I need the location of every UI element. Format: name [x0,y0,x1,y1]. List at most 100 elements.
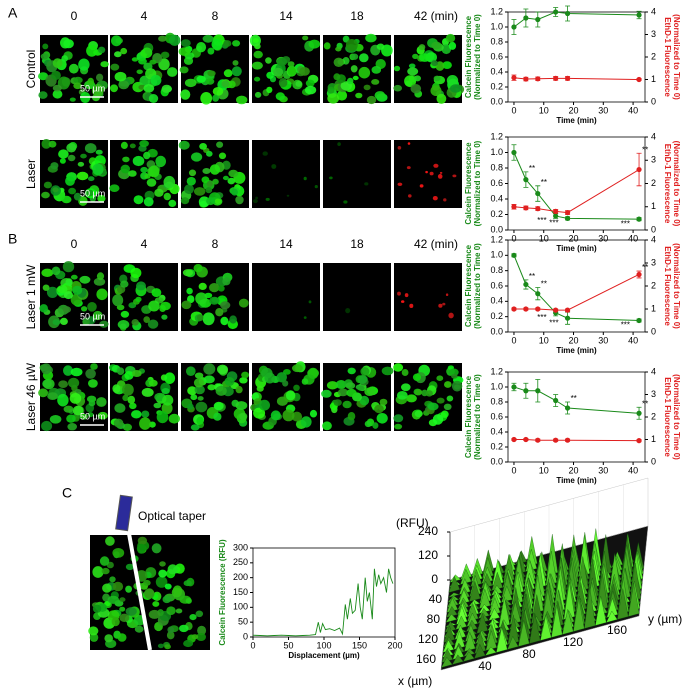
cell [48,140,57,148]
data-point [523,388,529,394]
cell [117,320,130,329]
cell [144,588,155,599]
plot-frame [507,371,646,463]
cell [203,363,216,375]
cell [161,84,172,93]
cell [148,300,160,312]
y-tick-label: 1.2 [490,6,503,16]
micrograph-bg [323,140,391,208]
cell [326,381,339,390]
x-axis-label: Time (min) [556,476,597,485]
cell [158,35,167,42]
surface-spike [474,643,486,659]
cell [266,86,273,94]
cell [141,410,150,418]
micrograph [252,263,320,331]
cell [241,371,250,379]
row-label: Laser 46 µW [24,362,38,431]
data-point [564,209,571,216]
micrograph [323,140,391,208]
cell [88,379,98,388]
cell [125,585,132,593]
cell [136,281,146,291]
cell [442,61,452,69]
cell [343,200,348,204]
time-label: 14 [279,237,293,251]
y-tick-label: 100 [233,602,248,612]
cell [184,184,194,195]
y-tick-label: 1.2 [490,131,503,141]
cell [371,79,380,85]
scale-label: 50 µm [80,311,105,321]
significance: ** [642,145,648,154]
cell [203,375,215,384]
y-tick-label: 0.0 [490,96,503,106]
plot-frame [507,136,646,231]
cell [65,176,75,186]
cell [201,176,210,184]
cell [140,166,148,173]
cell [292,364,303,373]
micrograph [249,34,321,103]
cell [251,61,263,70]
cell [51,70,61,80]
scale-label: 50 µm [80,411,105,421]
cell [160,301,171,311]
cell [205,78,215,85]
data-point [535,16,541,23]
cell [168,199,177,207]
cell [381,366,394,376]
surface-spike [484,646,497,656]
plot-frame [507,11,646,103]
cell [113,418,124,428]
micrograph [38,35,109,103]
cell [148,609,161,619]
x-tick-label: 40 [628,465,638,475]
cell [452,174,457,178]
cell [276,57,288,67]
cell [92,310,103,321]
cell [407,142,411,145]
cell [337,142,341,147]
cell [335,46,342,52]
y-tick-label: 120 [563,635,583,649]
y2-tick-label: 4 [651,131,656,141]
cell [223,69,233,78]
y-tick-label: 0.4 [490,426,503,436]
surface-spike [551,604,563,638]
cell [52,89,63,99]
cell [144,173,151,179]
cell [127,395,136,404]
cell [418,44,426,51]
x-tick-label: 40 [628,233,638,243]
cell [214,198,221,205]
cell [212,178,219,185]
data-point [636,76,642,83]
y-tick-label: 80 [522,647,536,661]
y-tick-label: 0.6 [490,51,503,61]
cell [190,394,198,401]
cell [76,171,89,181]
y2-tick-label: 1 [651,74,656,84]
y-tick-label: 1.0 [490,381,503,391]
cell [253,407,266,419]
cell [77,161,85,167]
cell [120,141,128,149]
cell [96,272,105,281]
time-label: 18 [350,9,364,23]
x-tick-label: 0 [511,335,516,345]
cell [191,152,203,162]
cell [442,302,446,306]
cell [143,197,154,207]
cell [97,46,106,54]
cell [154,188,164,197]
cell [131,57,139,62]
cell [197,625,207,636]
cell [342,400,352,409]
cell [57,285,68,294]
micrograph [110,32,181,103]
data-point [535,291,541,297]
cell [58,380,68,389]
y-tick-label: 0.0 [490,224,503,234]
micrograph-bg [252,263,320,331]
